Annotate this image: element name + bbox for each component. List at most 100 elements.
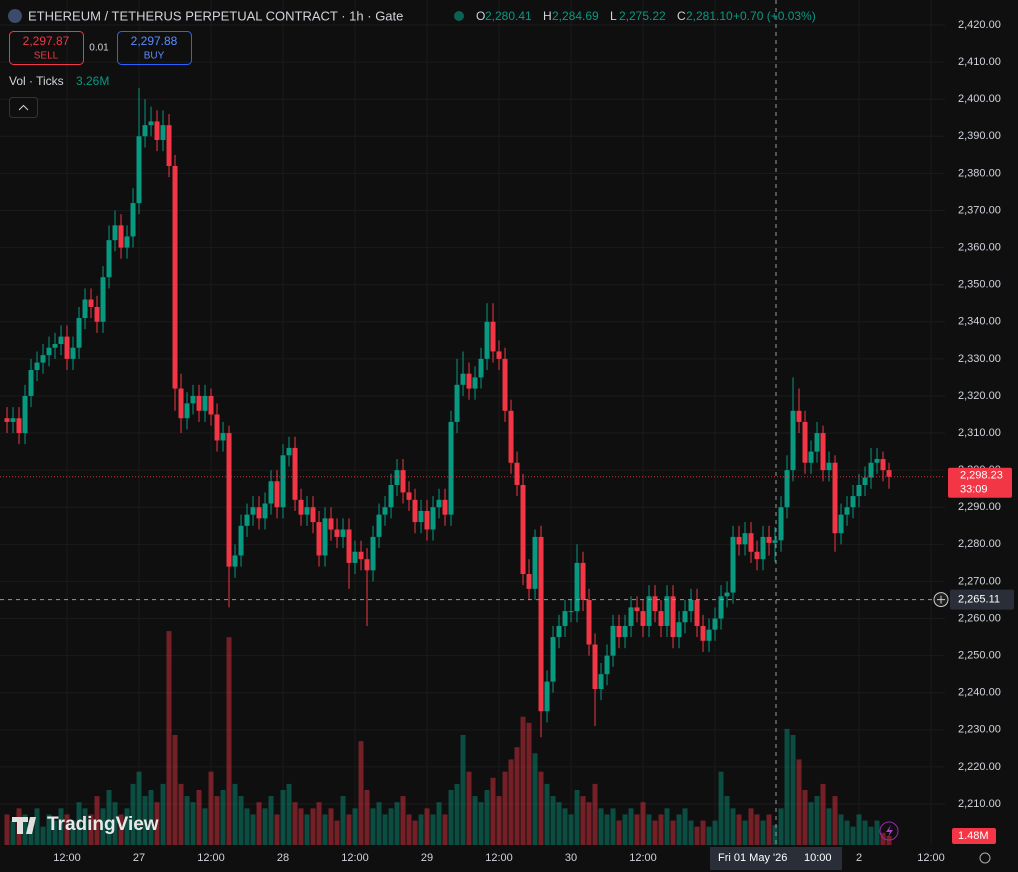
volume-bar <box>244 808 250 845</box>
volume-bar <box>442 814 448 845</box>
volume-bar <box>514 747 520 845</box>
volume-bar <box>544 783 550 845</box>
x-tick-label: 27 <box>133 852 145 864</box>
volume-bar <box>682 808 688 845</box>
candle-body <box>496 351 502 359</box>
lightning-button[interactable] <box>879 821 899 841</box>
volume-bar <box>394 802 400 845</box>
candle-body <box>106 240 112 278</box>
volume-bar <box>472 796 478 845</box>
candle-body <box>796 410 802 422</box>
x-tick-label: 29 <box>421 852 433 864</box>
volume-bar <box>712 820 718 845</box>
volume-bar <box>352 808 358 845</box>
crosshair-date: Fri 01 May '26 <box>718 852 787 864</box>
volume-bar <box>118 814 124 845</box>
symbol-title: ETHEREUM / TETHERUS PERPETUAL CONTRACT ·… <box>28 8 403 23</box>
volume-bar <box>148 790 154 845</box>
volume-bar <box>490 777 496 845</box>
candle-body <box>454 384 460 422</box>
volume-bar <box>82 808 88 845</box>
x-tick-label: 12:00 <box>917 852 945 864</box>
x-tick-label: 12:00 <box>629 852 657 864</box>
volume-bar <box>670 820 676 845</box>
volume-bar <box>796 759 802 845</box>
candle-body <box>274 481 280 508</box>
candle-body <box>478 358 484 378</box>
volume-bar <box>760 820 766 845</box>
volume-bar <box>502 771 508 845</box>
candle-body <box>316 522 322 556</box>
candle-body <box>430 507 436 530</box>
volume-bar <box>496 796 502 845</box>
candle-body <box>874 459 880 463</box>
volume-bar <box>424 808 430 845</box>
candle-body <box>466 373 472 389</box>
volume-bar <box>88 814 94 845</box>
ohlc-letter: L <box>610 9 617 23</box>
volume-bar <box>154 802 160 845</box>
volume-bar <box>94 796 100 845</box>
volume-bar <box>238 796 244 845</box>
candle-body <box>502 358 508 411</box>
volume-bar <box>400 796 406 845</box>
volume-bar <box>388 808 394 845</box>
candle-body <box>682 611 688 623</box>
candle-body <box>598 674 604 690</box>
candle-body <box>334 529 340 537</box>
volume-bar <box>652 820 658 845</box>
volume-bar <box>484 790 490 845</box>
volume-bar <box>220 790 226 845</box>
candle-body <box>358 551 364 560</box>
sell-button[interactable] <box>9 31 84 65</box>
y-tick-label: 2,340.00 <box>958 316 1001 328</box>
x-tick-label: 2 <box>856 852 862 864</box>
volume-bar <box>706 826 712 845</box>
y-tick-label: 2,400.00 <box>958 93 1001 105</box>
volume-bar <box>208 771 214 845</box>
volume-bar <box>850 826 856 845</box>
volume-bar <box>376 802 382 845</box>
candle-body <box>490 321 496 352</box>
volume-bar <box>622 814 628 845</box>
collapse-button[interactable] <box>9 97 38 118</box>
volume-bar <box>316 802 322 845</box>
volume-bar <box>628 808 634 845</box>
settings-icon[interactable] <box>979 852 991 864</box>
volume-bar <box>802 790 808 845</box>
candle-body <box>616 625 622 638</box>
y-tick-label: 2,270.00 <box>958 575 1001 587</box>
candle-body <box>568 611 574 613</box>
volume-bar <box>508 759 514 845</box>
volume-bar <box>58 808 64 845</box>
indicator-value: 3.26M <box>76 74 109 88</box>
candle-body <box>118 225 124 248</box>
candle-body <box>436 499 442 508</box>
y-tick-label: 2,370.00 <box>958 204 1001 216</box>
candle-body <box>82 299 88 319</box>
countdown: 33:09 <box>960 484 988 496</box>
crosshair-price-box <box>950 589 1014 610</box>
candle-body <box>886 470 892 477</box>
volume-bar <box>778 808 784 845</box>
candle-body <box>10 418 16 422</box>
volume-bar <box>700 820 706 845</box>
volume-bar <box>166 631 172 845</box>
candle-body <box>382 507 388 515</box>
status-dot <box>454 11 464 21</box>
candle-body <box>34 362 40 370</box>
candle-body <box>514 462 520 485</box>
volume-bar <box>604 814 610 845</box>
buy-button[interactable] <box>117 31 192 65</box>
volume-bar <box>694 826 700 845</box>
candle-body <box>820 433 826 471</box>
candle-body <box>304 507 310 515</box>
volume-bar <box>754 814 760 845</box>
candle-body <box>628 607 634 626</box>
y-tick-label: 2,290.00 <box>958 501 1001 513</box>
volume-bar <box>832 796 838 845</box>
volume-bar <box>874 820 880 845</box>
candle-body <box>142 125 148 137</box>
candle-body <box>166 125 172 166</box>
x-tick-label: 12:00 <box>197 852 225 864</box>
